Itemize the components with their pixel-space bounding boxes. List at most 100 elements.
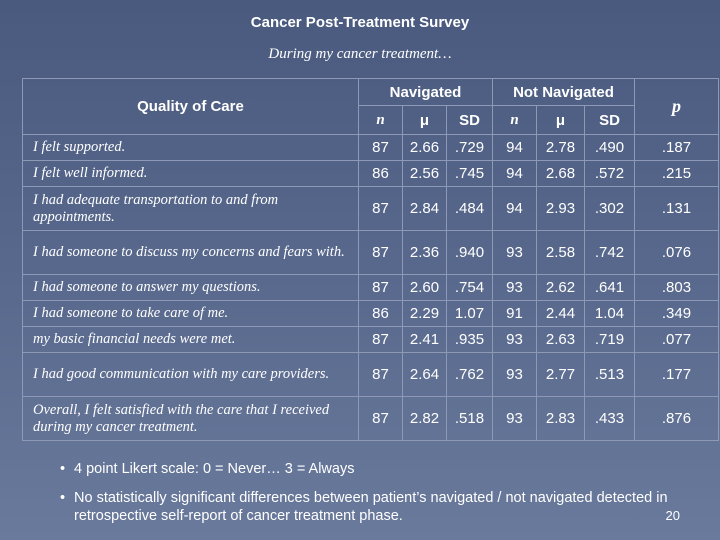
p-value: .187 bbox=[634, 134, 719, 161]
table-row: I had someone to take care of me. 86 2.2… bbox=[22, 300, 719, 327]
cell-value: 93 bbox=[492, 326, 537, 353]
p-value: .803 bbox=[634, 274, 719, 301]
cell-value: 2.29 bbox=[402, 300, 447, 327]
p-value: .876 bbox=[634, 396, 719, 441]
cell-value: .513 bbox=[584, 352, 635, 397]
not-navigated-n-header: n bbox=[492, 105, 537, 135]
cell-value: 2.83 bbox=[536, 396, 585, 441]
slide-title: Cancer Post-Treatment Survey bbox=[250, 14, 470, 31]
cell-value: .935 bbox=[446, 326, 493, 353]
cell-value: 2.62 bbox=[536, 274, 585, 301]
cell-value: 93 bbox=[492, 352, 537, 397]
navigated-mean-header: μ bbox=[402, 105, 447, 135]
table-row: I had adequate transportation to and fro… bbox=[22, 186, 719, 231]
cell-value: 2.84 bbox=[402, 186, 447, 231]
row-label: I had someone to answer my questions. bbox=[22, 274, 359, 301]
cell-value: 2.56 bbox=[402, 160, 447, 187]
cell-value: 91 bbox=[492, 300, 537, 327]
p-value: .131 bbox=[634, 186, 719, 231]
not-navigated-mean-header: μ bbox=[536, 105, 585, 135]
table-row: I had good communication with my care pr… bbox=[22, 352, 719, 397]
cell-value: .719 bbox=[584, 326, 635, 353]
cell-value: 2.68 bbox=[536, 160, 585, 187]
table-row: I felt well informed. 86 2.56 .745 94 2.… bbox=[22, 160, 719, 187]
navigated-n-header: n bbox=[358, 105, 403, 135]
cell-value: 2.64 bbox=[402, 352, 447, 397]
p-value: .177 bbox=[634, 352, 719, 397]
cell-value: 94 bbox=[492, 134, 537, 161]
cell-value: 87 bbox=[358, 274, 403, 301]
cell-value: .641 bbox=[584, 274, 635, 301]
not-navigated-sd-header: SD bbox=[584, 105, 635, 135]
p-value: .077 bbox=[634, 326, 719, 353]
table-row: I had someone to discuss my concerns and… bbox=[22, 230, 719, 275]
table-row: my basic financial needs were met. 87 2.… bbox=[22, 326, 719, 353]
cell-value: 87 bbox=[358, 352, 403, 397]
cell-value: 1.04 bbox=[584, 300, 635, 327]
cell-value: 87 bbox=[358, 186, 403, 231]
bullet-icon: • bbox=[60, 461, 66, 477]
cell-value: 93 bbox=[492, 274, 537, 301]
cell-value: .490 bbox=[584, 134, 635, 161]
table-row: I had someone to answer my questions. 87… bbox=[22, 274, 719, 301]
cell-value: .302 bbox=[584, 186, 635, 231]
cell-value: .729 bbox=[446, 134, 493, 161]
navigated-sd-header: SD bbox=[446, 105, 493, 135]
cell-value: .745 bbox=[446, 160, 493, 187]
footnote-item: • No statistically significant differenc… bbox=[60, 489, 680, 525]
table-row: I felt supported. 87 2.66 .729 94 2.78 .… bbox=[22, 134, 719, 161]
cell-value: .433 bbox=[584, 396, 635, 441]
footnote-text: No statistically significant differences… bbox=[74, 490, 668, 524]
cell-value: .742 bbox=[584, 230, 635, 275]
quality-of-care-header: Quality of Care bbox=[22, 78, 359, 135]
cell-value: 86 bbox=[358, 160, 403, 187]
cell-value: 2.78 bbox=[536, 134, 585, 161]
cell-value: .484 bbox=[446, 186, 493, 231]
cell-value: .762 bbox=[446, 352, 493, 397]
cell-value: 94 bbox=[492, 186, 537, 231]
slide-subtitle: During my cancer treatment… bbox=[268, 46, 452, 62]
cell-value: 94 bbox=[492, 160, 537, 187]
cell-value: 1.07 bbox=[446, 300, 493, 327]
cell-value: 2.63 bbox=[536, 326, 585, 353]
row-label: I had adequate transportation to and fro… bbox=[22, 186, 359, 231]
p-value: .215 bbox=[634, 160, 719, 187]
row-label: Overall, I felt satisfied with the care … bbox=[22, 396, 359, 441]
cell-value: 87 bbox=[358, 326, 403, 353]
bullet-icon: • bbox=[60, 490, 66, 506]
cell-value: 2.77 bbox=[536, 352, 585, 397]
footnote-text: 4 point Likert scale: 0 = Never… 3 = Alw… bbox=[74, 461, 355, 477]
footnote-item: • 4 point Likert scale: 0 = Never… 3 = A… bbox=[60, 460, 680, 478]
cell-value: 2.41 bbox=[402, 326, 447, 353]
cell-value: 2.93 bbox=[536, 186, 585, 231]
row-label: my basic financial needs were met. bbox=[22, 326, 359, 353]
cell-value: 2.36 bbox=[402, 230, 447, 275]
p-value: .349 bbox=[634, 300, 719, 327]
footnotes: • 4 point Likert scale: 0 = Never… 3 = A… bbox=[60, 460, 680, 536]
cell-value: 87 bbox=[358, 230, 403, 275]
p-value-header: p bbox=[634, 78, 719, 135]
cell-value: 2.82 bbox=[402, 396, 447, 441]
cell-value: 86 bbox=[358, 300, 403, 327]
cell-value: .518 bbox=[446, 396, 493, 441]
survey-table: Quality of Care Navigated Not Navigated … bbox=[22, 78, 719, 441]
not-navigated-group-header: Not Navigated bbox=[492, 78, 635, 106]
cell-value: 87 bbox=[358, 134, 403, 161]
cell-value: 2.66 bbox=[402, 134, 447, 161]
cell-value: .940 bbox=[446, 230, 493, 275]
cell-value: 2.58 bbox=[536, 230, 585, 275]
page-number: 20 bbox=[665, 508, 680, 523]
cell-value: 93 bbox=[492, 230, 537, 275]
row-label: I felt supported. bbox=[22, 134, 359, 161]
row-label: I had good communication with my care pr… bbox=[22, 352, 359, 397]
cell-value: 93 bbox=[492, 396, 537, 441]
row-label: I had someone to take care of me. bbox=[22, 300, 359, 327]
row-label: I felt well informed. bbox=[22, 160, 359, 187]
cell-value: .572 bbox=[584, 160, 635, 187]
cell-value: 2.44 bbox=[536, 300, 585, 327]
cell-value: .754 bbox=[446, 274, 493, 301]
p-value: .076 bbox=[634, 230, 719, 275]
row-label: I had someone to discuss my concerns and… bbox=[22, 230, 359, 275]
cell-value: 2.60 bbox=[402, 274, 447, 301]
cell-value: 87 bbox=[358, 396, 403, 441]
